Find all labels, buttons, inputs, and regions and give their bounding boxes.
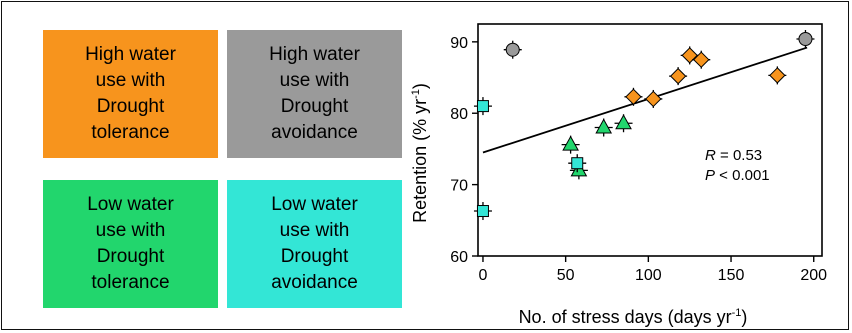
legend-line: Low water (271, 194, 358, 215)
legend-line: avoidance (271, 122, 358, 143)
legend-line: use with (95, 220, 166, 241)
square-marker (571, 157, 584, 170)
legend-line: Drought (96, 246, 165, 267)
data-point-low-water-avoidance (568, 154, 587, 173)
legend-line: use with (279, 220, 350, 241)
legend-line: avoidance (271, 272, 358, 293)
legend-text: Low water use with Drought avoidance (271, 192, 358, 296)
y-axis-label-tail: ) (410, 83, 430, 89)
diamond-marker (645, 90, 662, 108)
diamond-marker (769, 67, 786, 84)
square-marker (476, 205, 489, 218)
p-annotation-value: < 0.001 (715, 167, 770, 184)
data-point-high-water-tolerance (680, 46, 699, 65)
legend-line: High water (85, 44, 176, 65)
legend-text: Low water use with Drought tolerance (87, 192, 174, 296)
regression-line (482, 46, 808, 154)
diamond-marker (669, 67, 687, 85)
circle-marker (798, 31, 813, 46)
y-tick-label: 60 (450, 249, 468, 266)
legend-line: Drought (280, 246, 349, 267)
x-tick-label: 200 (800, 267, 827, 284)
data-point-high-water-tolerance (692, 50, 711, 69)
y-axis-label-sup: -1 (410, 89, 422, 99)
data-point-high-water-tolerance (768, 66, 787, 85)
legend-box-low-water-avoidance: Low water use with Drought avoidance (227, 180, 402, 308)
legend-line: tolerance (91, 122, 170, 143)
diamond-marker (625, 88, 642, 106)
legend-line: High water (269, 44, 360, 65)
legend-box-high-water-avoidance: High water use with Drought avoidance (227, 30, 402, 158)
r-annotation-label: R (705, 147, 716, 164)
triangle-marker (595, 118, 613, 134)
x-tick-label: 0 (479, 267, 488, 284)
legend-text: High water use with Drought avoidance (269, 42, 360, 146)
y-axis-label: Retention (% yr-1) (410, 83, 430, 223)
p-annotation: P < 0.001 (705, 167, 770, 184)
data-point-low-water-tolerance (561, 135, 580, 154)
r-annotation: R = 0.53 (705, 147, 762, 164)
data-point-high-water-avoidance (796, 29, 815, 48)
x-axis-label: No. of stress days (days yr-1) (519, 307, 748, 327)
plot-border (477, 23, 823, 257)
legend-line: tolerance (91, 272, 170, 293)
legend-box-low-water-tolerance: Low water use with Drought tolerance (43, 180, 218, 308)
x-axis-label-sup: -1 (732, 307, 742, 319)
circle-marker (505, 42, 520, 57)
r-annotation-value: = 0.53 (716, 147, 762, 164)
p-annotation-label: P (705, 167, 715, 184)
legend-line: Drought (280, 96, 349, 117)
x-tick-label: 50 (557, 267, 575, 284)
data-point-low-water-tolerance (594, 118, 613, 137)
legend-line: use with (95, 70, 166, 91)
y-tick-label: 80 (450, 106, 468, 123)
legend-line: Low water (87, 194, 174, 215)
legend-line: Drought (96, 96, 165, 117)
x-axis-label-text: No. of stress days (days yr (519, 307, 732, 327)
data-point-low-water-avoidance (473, 97, 492, 116)
data-point-high-water-tolerance (669, 67, 688, 86)
x-axis-label-tail: ) (741, 307, 747, 327)
triangle-marker (615, 114, 632, 130)
data-point-high-water-avoidance (503, 40, 522, 59)
diamond-marker (693, 51, 710, 68)
x-tick-label: 150 (718, 267, 745, 284)
data-point-low-water-tolerance (614, 114, 633, 133)
legend-text: High water use with Drought tolerance (85, 42, 176, 146)
data-point-low-water-avoidance (473, 202, 492, 221)
triangle-marker (562, 135, 579, 151)
y-tick-label: 90 (450, 35, 468, 52)
square-marker (476, 100, 489, 113)
legend-box-high-water-tolerance: High water use with Drought tolerance (43, 30, 218, 158)
y-tick-label: 70 (450, 178, 468, 195)
x-tick-label: 100 (635, 267, 662, 284)
data-point-high-water-tolerance (624, 87, 643, 106)
legend-line: use with (279, 70, 350, 91)
y-axis-label-text: Retention (% yr (410, 99, 430, 223)
data-point-high-water-tolerance (644, 89, 663, 108)
